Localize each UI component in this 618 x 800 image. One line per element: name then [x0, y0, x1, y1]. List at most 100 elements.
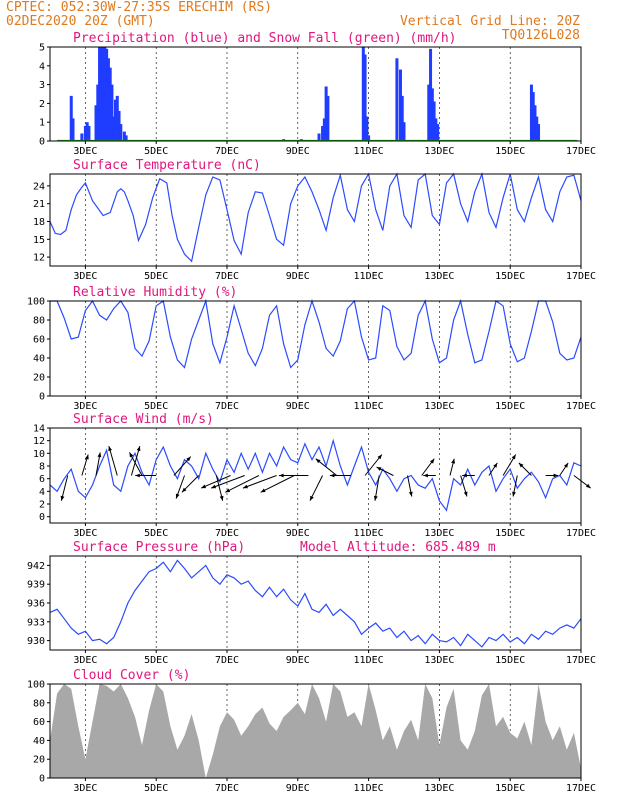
precip-bar: [105, 48, 109, 141]
wind-vector-head: [376, 467, 382, 471]
wind-vector: [225, 475, 260, 493]
precip-xtick-label: 5DEC: [144, 146, 168, 157]
wind-vector-head: [181, 487, 187, 493]
precip-ytick-label: 0: [39, 137, 45, 148]
precip-bar: [429, 48, 433, 141]
pressure-line: [49, 559, 582, 648]
humidity-frame: [49, 300, 582, 397]
wind-vector-head: [373, 495, 378, 501]
header-grid-note: Vertical Grid Line: 20Z: [400, 14, 580, 29]
temp-ytick-label: 12: [33, 253, 45, 264]
precip-bar: [324, 86, 328, 141]
precip-bar: [115, 95, 119, 141]
wind-ytick-label: 0: [39, 512, 45, 523]
precip-bar: [98, 47, 102, 141]
precip-bar: [427, 84, 431, 141]
precip-bar: [113, 99, 117, 141]
precip-bar: [430, 88, 434, 141]
precip-bar: [365, 116, 369, 141]
temp-xtick-label: 17DEC: [566, 271, 596, 282]
precip-xtick-label: 7DEC: [215, 146, 239, 157]
precip-bar: [363, 54, 367, 141]
wind-vector: [309, 475, 324, 501]
precip-xtick-label: 11DEC: [354, 146, 384, 157]
pressure-ytick-label: 933: [27, 617, 45, 628]
wind-vector-head: [201, 484, 207, 489]
wind-vector-head: [310, 495, 314, 501]
header-date: 02DEC2020 20Z (GMT): [6, 14, 155, 29]
pressure-ytick-label: 942: [27, 561, 45, 572]
wind-vector-head: [511, 454, 516, 460]
precip-bar: [326, 95, 330, 141]
wind-vector-head: [129, 452, 134, 458]
humidity-ytick-label: 20: [33, 373, 45, 384]
precip-bar: [322, 118, 326, 141]
pressure-xtick-label: 11DEC: [354, 655, 384, 666]
wind-ytick-label: 4: [39, 487, 45, 498]
humidity-ytick-label: 0: [39, 392, 45, 403]
precip-bar: [400, 95, 404, 141]
header-location: CPTEC: 052:30W-27:35S ERECHIM (RS): [6, 0, 272, 15]
pressure-title: Surface Pressure (hPa): [73, 540, 245, 555]
cloud-xtick-label: 17DEC: [566, 783, 596, 794]
wind-vector-head: [60, 495, 65, 501]
temp-xtick-label: 9DEC: [286, 271, 310, 282]
precip-bar: [103, 47, 107, 141]
temp-xtick-label: 5DEC: [144, 271, 168, 282]
humidity-xtick-label: 7DEC: [215, 401, 239, 412]
cloud-ytick-label: 60: [33, 717, 45, 728]
precip-xtick-label: 13DEC: [424, 146, 454, 157]
precip-bar: [117, 110, 121, 141]
wind-vector-head: [423, 473, 428, 478]
wind-vector-head: [175, 493, 180, 499]
wind-vector-head: [108, 446, 112, 452]
humidity-ytick-label: 60: [33, 335, 45, 346]
pressure-xtick-label: 7DEC: [215, 655, 239, 666]
wind-vector-head: [377, 454, 382, 460]
pressure-ytick-label: 939: [27, 580, 45, 591]
cloud-ytick-label: 20: [33, 755, 45, 766]
wind-vector: [242, 475, 277, 489]
pressure-ytick-label: 936: [27, 599, 45, 610]
humidity-ytick-label: 80: [33, 316, 45, 327]
cloud-xtick-label: 7DEC: [215, 783, 239, 794]
precip-bar: [317, 133, 321, 141]
pressure-xtick-label: 9DEC: [286, 655, 310, 666]
wind-title: Surface Wind (m/s): [73, 412, 214, 427]
wind-ytick-label: 8: [39, 462, 45, 473]
precip-ytick-label: 2: [39, 99, 45, 110]
precip-bar: [101, 47, 105, 141]
precip-bar: [87, 125, 91, 141]
humidity-xtick-label: 13DEC: [424, 401, 454, 412]
precip-frame: [49, 46, 582, 142]
wind-vector-head: [518, 462, 524, 468]
wind-vector-head: [463, 491, 468, 497]
wind-vector-head: [315, 458, 321, 464]
cloud-frame: [49, 683, 582, 779]
wind-vector-head: [97, 452, 102, 458]
temp-ytick-label: 18: [33, 217, 45, 228]
precip-bar: [99, 47, 103, 141]
wind-vector-head: [451, 458, 455, 464]
cloud-cover-area: [50, 684, 581, 778]
cloud-xtick-label: 11DEC: [354, 783, 384, 794]
precip-bar: [69, 95, 73, 141]
wind-ytick-label: 6: [39, 474, 45, 485]
precip-xtick-label: 15DEC: [495, 146, 525, 157]
pressure-xtick-label: 3DEC: [73, 655, 97, 666]
cloud-xtick-label: 9DEC: [286, 783, 310, 794]
precip-bar: [535, 116, 539, 141]
precip-bar: [402, 122, 406, 141]
precip-bar: [85, 122, 89, 141]
temp-line: [49, 171, 582, 263]
precip-bar: [94, 105, 98, 141]
precip-bar: [529, 84, 533, 141]
pressure-ytick-label: 930: [27, 636, 45, 647]
precip-bar: [106, 58, 110, 141]
precip-bar: [367, 135, 371, 141]
wind-vector-head: [493, 462, 498, 468]
precip-title: Precipitation (blue) and Snow Fall (gree…: [73, 31, 457, 46]
cloud-xtick-label: 5DEC: [144, 783, 168, 794]
wind-vector-head: [585, 483, 591, 489]
